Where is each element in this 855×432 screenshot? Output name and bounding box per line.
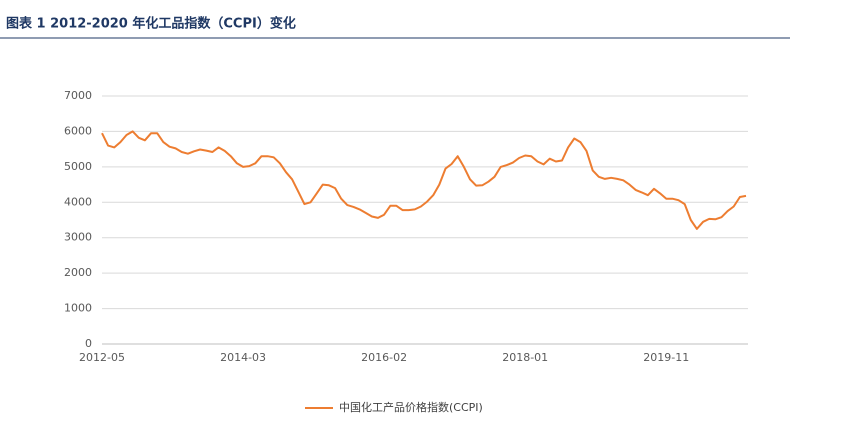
x-tick-label: 2014-03 [220,351,266,364]
x-tick-label: 2018-01 [502,351,548,364]
chart-title: 图表 1 2012-2020 年化工品指数（CCPI）变化 [6,16,296,32]
x-tick-label: 2019-11 [643,351,689,364]
y-tick-label: 4000 [64,195,92,208]
y-tick-label: 3000 [64,231,92,244]
y-tick-label: 5000 [64,160,92,173]
x-tick-label: 2016-02 [361,351,407,364]
x-tick-label: 2012-05 [79,351,125,364]
y-tick-label: 0 [85,337,92,350]
y-tick-label: 7000 [64,89,92,102]
y-tick-label: 2000 [64,266,92,279]
y-tick-label: 1000 [64,302,92,315]
legend-label: 中国化工产品价格指数(CCPI) [339,400,483,414]
line-series [101,130,747,230]
y-tick-label: 6000 [64,124,92,137]
